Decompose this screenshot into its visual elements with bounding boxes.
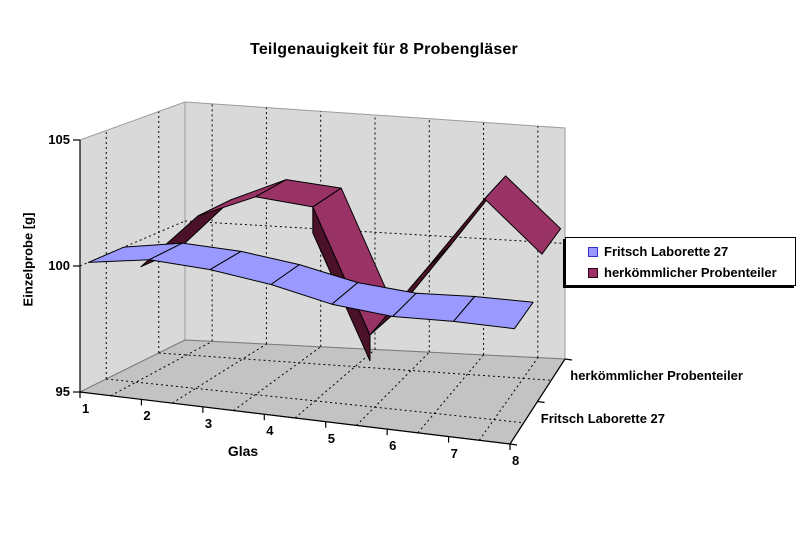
legend-marker-herkoemmlich-icon: [588, 267, 598, 278]
ribbon-segment-fritsch[interactable]: [453, 296, 534, 330]
value-gridline-100: [184, 220, 566, 244]
x-tick-label: 4: [266, 423, 274, 439]
x-tick-label: 8: [512, 453, 520, 468]
chart-title: Teilgenauigkeit für 8 Probengläser: [250, 41, 518, 58]
y-tick-label: 95: [55, 384, 70, 399]
floor-series-gridline: [158, 352, 552, 381]
series-axis-label-herkoemmlicher-probenteiler: herkömmlicher Probenteiler: [570, 368, 743, 384]
legend-entry-herkoemmlicher-probenteiler[interactable]: herkömmlicher Probenteiler: [588, 262, 795, 283]
legend-label: Fritsch Laborette 27: [604, 244, 729, 259]
ribbon-segment-herkoemmlich[interactable]: [484, 175, 562, 255]
series-depth-axis-tick: [537, 400, 545, 404]
y-tick-label: 100: [48, 258, 70, 273]
x-tick-label: 5: [327, 430, 335, 446]
y-tick-label: 105: [48, 132, 70, 147]
floor-category-gridline: [171, 343, 267, 404]
y-axis-title: Einzelprobe [g]: [20, 212, 36, 307]
floor-category-gridline: [417, 354, 484, 434]
value-gridline-100: [79, 220, 186, 267]
series-depth-axis-tick: [564, 358, 573, 361]
x-tick-label: 6: [389, 438, 397, 454]
series-axis-label-fritsch-laborette-27: Fritsch Laborette 27: [540, 410, 666, 426]
series-depth-axis-tick: [509, 443, 518, 446]
floor-category-gridline: [478, 357, 539, 441]
floor: [78, 339, 566, 445]
x-tick-label: 2: [143, 408, 151, 424]
legend-label: herkömmlicher Probenteiler: [604, 265, 777, 280]
legend-box[interactable]: Fritsch Laborette 27 herkömmlicher Probe…: [565, 237, 796, 286]
legend-entry-fritsch-laborette-27[interactable]: Fritsch Laborette 27: [588, 241, 795, 262]
x-axis-title: Glas: [227, 443, 259, 459]
legend-marker-fritsch-icon: [588, 246, 598, 257]
x-tick-label: 3: [204, 415, 213, 431]
x-tick-label: 1: [82, 401, 90, 416]
floor-category-gridline: [356, 351, 430, 426]
category-axis: [79, 391, 511, 445]
floor-category-gridline: [110, 340, 213, 397]
x-tick-label: 7: [450, 445, 458, 461]
